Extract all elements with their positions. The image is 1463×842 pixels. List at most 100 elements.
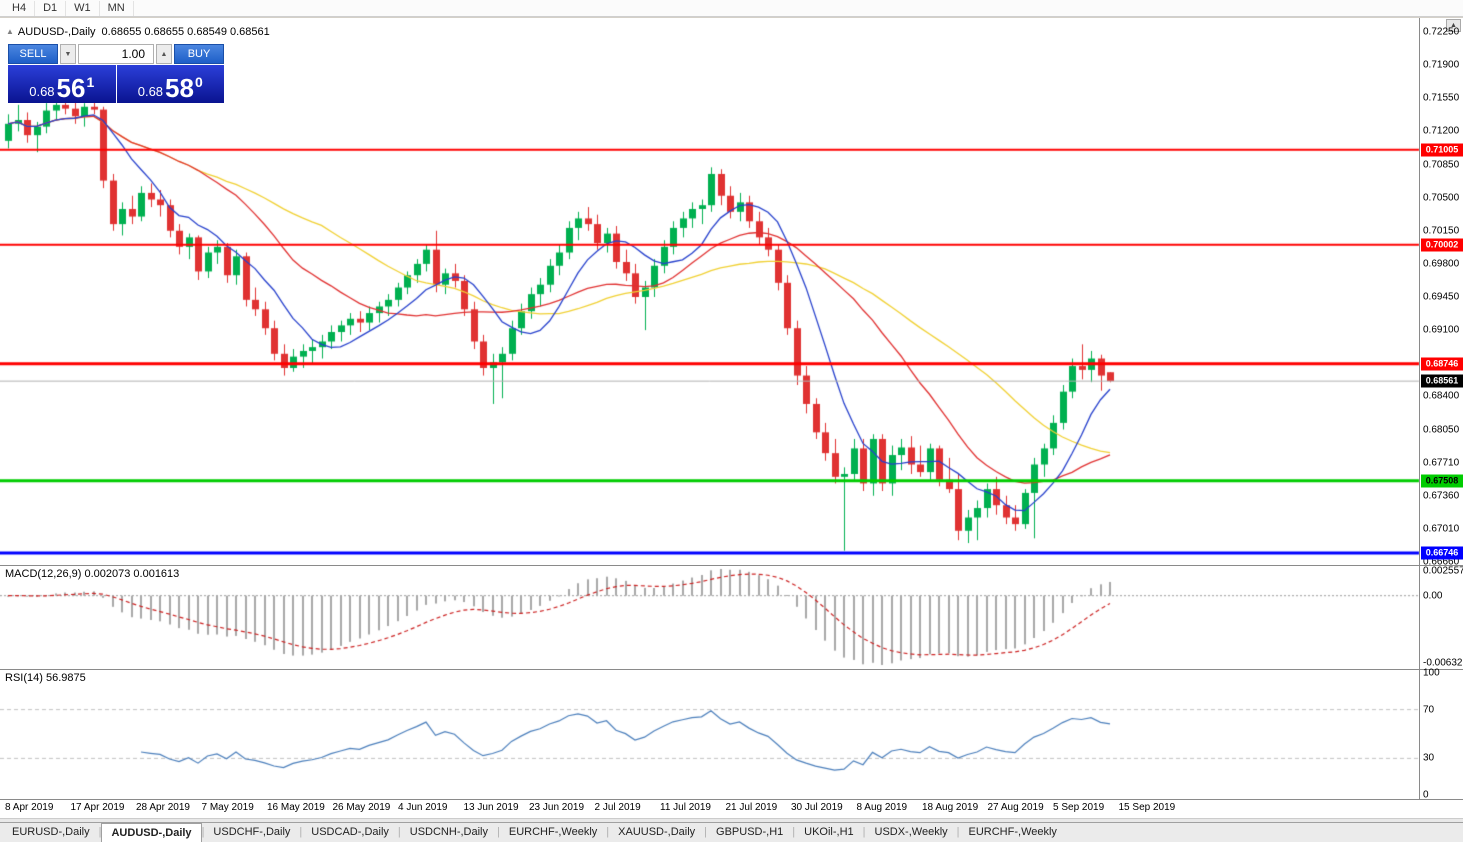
tab-eurchf-weekly[interactable]: EURCHF-,Weekly: [968, 826, 1057, 838]
volume-input[interactable]: 1.00: [78, 44, 154, 64]
chart-marker-icon: ▲: [6, 27, 14, 36]
timeframe-toolbar: H4 D1 W1 MN: [0, 0, 1463, 17]
tab-audusd-daily[interactable]: AUDUSD-,Daily: [101, 823, 202, 842]
current-price-badge: 0.68561: [1421, 374, 1463, 388]
sell-price-sup: 1: [86, 74, 95, 90]
price-axis-label: 0.67710: [1423, 457, 1460, 469]
level-price-badge: 0.70002: [1421, 238, 1463, 252]
tab-gbpusd-h1[interactable]: GBPUSD-,H1: [716, 826, 784, 838]
chart-title: AUDUSD-,Daily: [17, 26, 96, 38]
time-axis-label: 5 Sep 2019: [1053, 802, 1105, 813]
timeframe-button-d1[interactable]: D1: [35, 0, 67, 16]
rsi-axis-label: 0: [1423, 789, 1429, 801]
macd-axis-label: 0.0025574: [1423, 565, 1463, 577]
tab-usdcad-daily[interactable]: USDCAD-,Daily: [311, 826, 389, 838]
price-axis-label: 0.71900: [1423, 59, 1460, 71]
timeframe-button-mn[interactable]: MN: [100, 0, 134, 16]
price-axis-label: 0.69450: [1423, 291, 1460, 303]
time-axis-label: 16 May 2019: [267, 802, 325, 813]
level-price-badge: 0.68746: [1421, 357, 1463, 371]
price-axis-label: 0.69100: [1423, 324, 1460, 336]
macd-axis-label: 0.00: [1423, 590, 1443, 602]
chart-ohlc-values: 0.68655 0.68655 0.68549 0.68561: [101, 26, 270, 38]
tab-separator: |: [956, 826, 960, 838]
timeframe-button-h4[interactable]: H4: [4, 0, 36, 16]
level-price-badge: 0.67508: [1421, 474, 1463, 488]
macd-axis-label: -0.0063226: [1423, 657, 1463, 669]
tab-separator: |: [704, 826, 708, 838]
rsi-indicator-label: RSI(14) 56.9875: [5, 672, 86, 684]
tab-eurusd-daily[interactable]: EURUSD-,Daily: [12, 826, 90, 838]
buy-price-sup: 0: [194, 74, 203, 90]
sell-price-prefix: 0.68: [29, 83, 55, 99]
time-axis-label: 8 Aug 2019: [856, 802, 908, 813]
price-axis-label: 0.72250: [1423, 26, 1460, 38]
tab-usdx-weekly[interactable]: USDX-,Weekly: [874, 826, 948, 838]
chart-area: ▲ AUDUSD-,Daily 0.68655 0.68655 0.68549 0.…: [0, 18, 1463, 823]
time-axis-separator: [0, 799, 1463, 800]
one-click-trade-panel: SELL ▼ 1.00 ▲ BUY 0.68 56 1 0.68 58 0: [8, 44, 224, 103]
tab-separator: |: [299, 826, 303, 838]
sell-button[interactable]: SELL: [8, 44, 58, 64]
price-axis-label: 0.71550: [1423, 92, 1460, 104]
time-axis-label: 30 Jul 2019: [791, 802, 843, 813]
tab-separator: |: [397, 826, 401, 838]
tab-ukoil-h1[interactable]: UKOil-,H1: [804, 826, 854, 838]
price-chart-canvas[interactable]: [0, 18, 1420, 800]
volume-decrease-button[interactable]: ▼: [60, 44, 76, 64]
tab-separator: |: [98, 826, 102, 838]
price-axis-label: 0.70500: [1423, 192, 1460, 204]
volume-down-icon: ▼: [64, 50, 72, 58]
time-axis-label: 7 May 2019: [201, 802, 254, 813]
tab-xauusd-daily[interactable]: XAUUSD-,Daily: [618, 826, 696, 838]
tab-separator: |: [862, 826, 866, 838]
price-axis-label: 0.67360: [1423, 490, 1460, 502]
time-axis-label: 2 Jul 2019: [594, 802, 641, 813]
price-axis-line: [1419, 18, 1420, 799]
price-axis-label: 0.68400: [1423, 390, 1460, 402]
level-price-badge: 0.71005: [1421, 143, 1463, 157]
rsi-axis-label: 70: [1423, 704, 1435, 716]
time-axis-label: 26 May 2019: [332, 802, 391, 813]
price-axis-label: 0.67010: [1423, 523, 1460, 535]
sell-price[interactable]: 0.68 56 1: [8, 65, 116, 103]
macd-indicator-label: MACD(12,26,9) 0.002073 0.001613: [5, 568, 180, 580]
volume-up-icon: ▲: [160, 50, 168, 58]
time-axis-label: 17 Apr 2019: [70, 802, 125, 813]
price-axis-label: 0.69800: [1423, 258, 1460, 270]
tab-eurchf-weekly[interactable]: EURCHF-,Weekly: [508, 826, 598, 838]
time-axis-label: 27 Aug 2019: [987, 802, 1044, 813]
scroll-up-icon[interactable]: ▲: [1446, 19, 1461, 32]
sell-price-big: 56: [56, 72, 86, 103]
buy-price[interactable]: 0.68 58 0: [116, 65, 224, 103]
price-axis-label: 0.70150: [1423, 225, 1460, 237]
time-axis-label: 13 Jun 2019: [463, 802, 519, 813]
tab-separator: |: [792, 826, 796, 838]
rsi-pane-separator[interactable]: [0, 669, 1463, 670]
tab-separator: |: [606, 826, 610, 838]
tab-usdcnh-daily[interactable]: USDCNH-,Daily: [409, 826, 488, 838]
price-axis-label: 0.70850: [1423, 159, 1460, 170]
level-price-badge: 0.66746: [1421, 546, 1463, 560]
time-axis-label: 18 Aug 2019: [922, 802, 979, 813]
price-axis-label: 0.66660: [1423, 556, 1460, 568]
time-axis-label: 11 Jul 2019: [660, 802, 711, 813]
buy-price-prefix: 0.68: [137, 83, 164, 99]
macd-pane-separator[interactable]: [0, 565, 1463, 566]
tab-separator: |: [201, 826, 205, 838]
timeframe-button-w1[interactable]: W1: [66, 0, 100, 16]
rsi-axis-label: 30: [1423, 752, 1435, 764]
time-axis-label: 23 Jun 2019: [529, 802, 585, 813]
tab-usdchf-daily[interactable]: USDCHF-,Daily: [213, 826, 291, 838]
time-axis-label: 4 Jun 2019: [398, 802, 448, 813]
symbol-ohlc-line: ▲ AUDUSD-,Daily 0.68655 0.68655 0.68549 0.…: [6, 26, 270, 38]
buy-button[interactable]: BUY: [174, 44, 224, 64]
time-axis-label: 15 Sep 2019: [1118, 802, 1176, 813]
time-axis-label: 8 Apr 2019: [5, 802, 54, 813]
volume-increase-button[interactable]: ▲: [156, 44, 172, 64]
time-axis-label: 28 Apr 2019: [136, 802, 190, 813]
buy-price-big: 58: [165, 72, 194, 103]
rsi-axis-label: 100: [1423, 667, 1440, 679]
tab-separator: |: [497, 826, 500, 838]
horizontal-scrollbar[interactable]: [0, 818, 1463, 823]
